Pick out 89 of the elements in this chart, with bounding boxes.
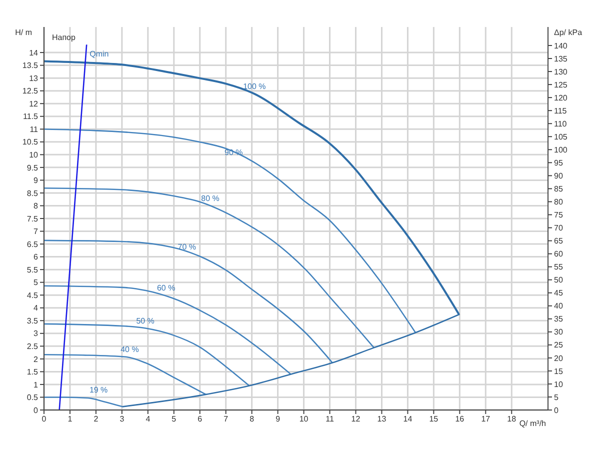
y-tick-label: 0.5	[26, 393, 39, 402]
y-tick-label: 7.5	[26, 214, 39, 224]
x-tick-label: 16	[455, 414, 465, 424]
y2-tick-label: 80	[554, 198, 564, 207]
x-tick-label: 17	[481, 414, 491, 424]
x-tick-label: 11	[326, 414, 334, 424]
y-tick-label: 8	[34, 202, 39, 211]
x-tick-label: 9	[276, 414, 281, 424]
y2-tick-label: 70	[554, 224, 564, 233]
y-tick-label: 6	[34, 252, 39, 262]
y-tick-label: 3	[34, 329, 39, 338]
x-tick-label: 10	[299, 414, 309, 424]
y2-tick-label: 40	[554, 302, 564, 311]
y-axis-title: H/ m	[15, 28, 32, 37]
y2-tick-label: 5	[554, 392, 559, 402]
y2-tick-label: 45	[554, 288, 564, 298]
annotation: 19 %	[89, 386, 108, 395]
y-tick-label: 3.5	[26, 316, 39, 326]
y2-tick-label: 60	[554, 250, 564, 259]
y-tick-label: 5.5	[26, 265, 39, 274]
y2-tick-label: 130	[554, 67, 568, 76]
y2-tick-label: 140	[554, 41, 568, 50]
annotation: 70 %	[178, 242, 196, 252]
y2-tick-label: 125	[554, 80, 568, 90]
x-tick-label: 12	[351, 414, 361, 424]
y-tick-label: 6.5	[26, 240, 39, 249]
x-tick-label: 6	[198, 414, 203, 424]
annotation: 100 %	[243, 82, 266, 91]
y-tick-label: 2.5	[26, 342, 39, 352]
y-tick-label: 0	[34, 406, 39, 415]
y-tick-label: 12	[29, 99, 39, 108]
annotation: Напор	[52, 33, 76, 42]
y2-tick-label: 120	[554, 93, 568, 102]
x-tick-label: 15	[429, 414, 439, 424]
y2-tick-label: 115	[554, 106, 568, 116]
y-tick-label: 9	[34, 176, 39, 186]
y2-tick-label: 30	[554, 328, 564, 337]
y2-tick-label: 15	[554, 366, 564, 376]
y2-tick-label: 65	[554, 236, 564, 246]
annotation: 80 %	[201, 194, 220, 204]
series-label: Qmin	[90, 50, 109, 59]
y-tick-label: 11	[30, 124, 39, 134]
y-tick-label: 1.5	[26, 368, 39, 377]
x-tick-label: 2	[94, 414, 99, 424]
y2-tick-label: 110	[554, 119, 568, 128]
y-tick-label: 14	[29, 48, 39, 58]
y-tick-label: 4	[34, 304, 39, 313]
x-tick-label: 18	[507, 414, 517, 424]
y2-tick-label: 55	[554, 262, 564, 272]
annotation: 50 %	[136, 316, 154, 326]
x-tick-label: 14	[403, 414, 413, 424]
y2-tick-label: 100	[554, 145, 568, 154]
y2-tick-label: 90	[554, 172, 564, 181]
x-tick-label: 3	[120, 414, 125, 424]
y-tick-label: 10.5	[22, 138, 39, 147]
y-tick-label: 9.5	[26, 163, 39, 172]
y2-tick-label: 50	[554, 276, 564, 285]
annotation: 40 %	[120, 344, 139, 354]
y2-tick-label: 75	[554, 210, 564, 220]
y-tick-label: 7	[34, 227, 39, 236]
y2-tick-label: 10	[554, 380, 564, 389]
y-tick-label: 13.5	[22, 61, 39, 70]
x-tick-label: 8	[250, 414, 255, 424]
y2-tick-label: 85	[554, 184, 564, 194]
x-tick-label: 0	[42, 414, 47, 424]
y-tick-label: 2	[34, 354, 39, 364]
y2-axis-title: Δp/ kPa	[554, 28, 583, 37]
x-tick-label: 4	[146, 414, 151, 424]
annotation: 60 %	[156, 284, 176, 293]
y-tick-label: 4.5	[26, 290, 39, 300]
y-tick-label: 11.5	[23, 112, 39, 122]
y2-tick-label: 20	[554, 354, 564, 363]
y-tick-label: 1	[34, 380, 39, 390]
y2-tick-label: 0	[554, 406, 559, 415]
x-tick-label: 7	[224, 414, 229, 424]
x-tick-label: 5	[172, 414, 177, 424]
x-axis-title: Q/ m³/h	[519, 419, 546, 428]
x-tick-label: 1	[68, 414, 73, 424]
y2-tick-label: 105	[554, 132, 568, 142]
y2-tick-label: 35	[554, 314, 564, 324]
y2-tick-label: 135	[554, 54, 568, 64]
y2-tick-label: 25	[554, 340, 564, 350]
y-tick-label: 13	[29, 74, 39, 83]
y-tick-label: 8.5	[26, 188, 39, 198]
y2-tick-label: 95	[554, 158, 564, 168]
x-tick-label: 13	[377, 414, 387, 424]
y-tick-label: 10	[29, 150, 39, 160]
y-tick-label: 12.5	[22, 86, 39, 96]
y-tick-label: 5	[34, 278, 39, 288]
